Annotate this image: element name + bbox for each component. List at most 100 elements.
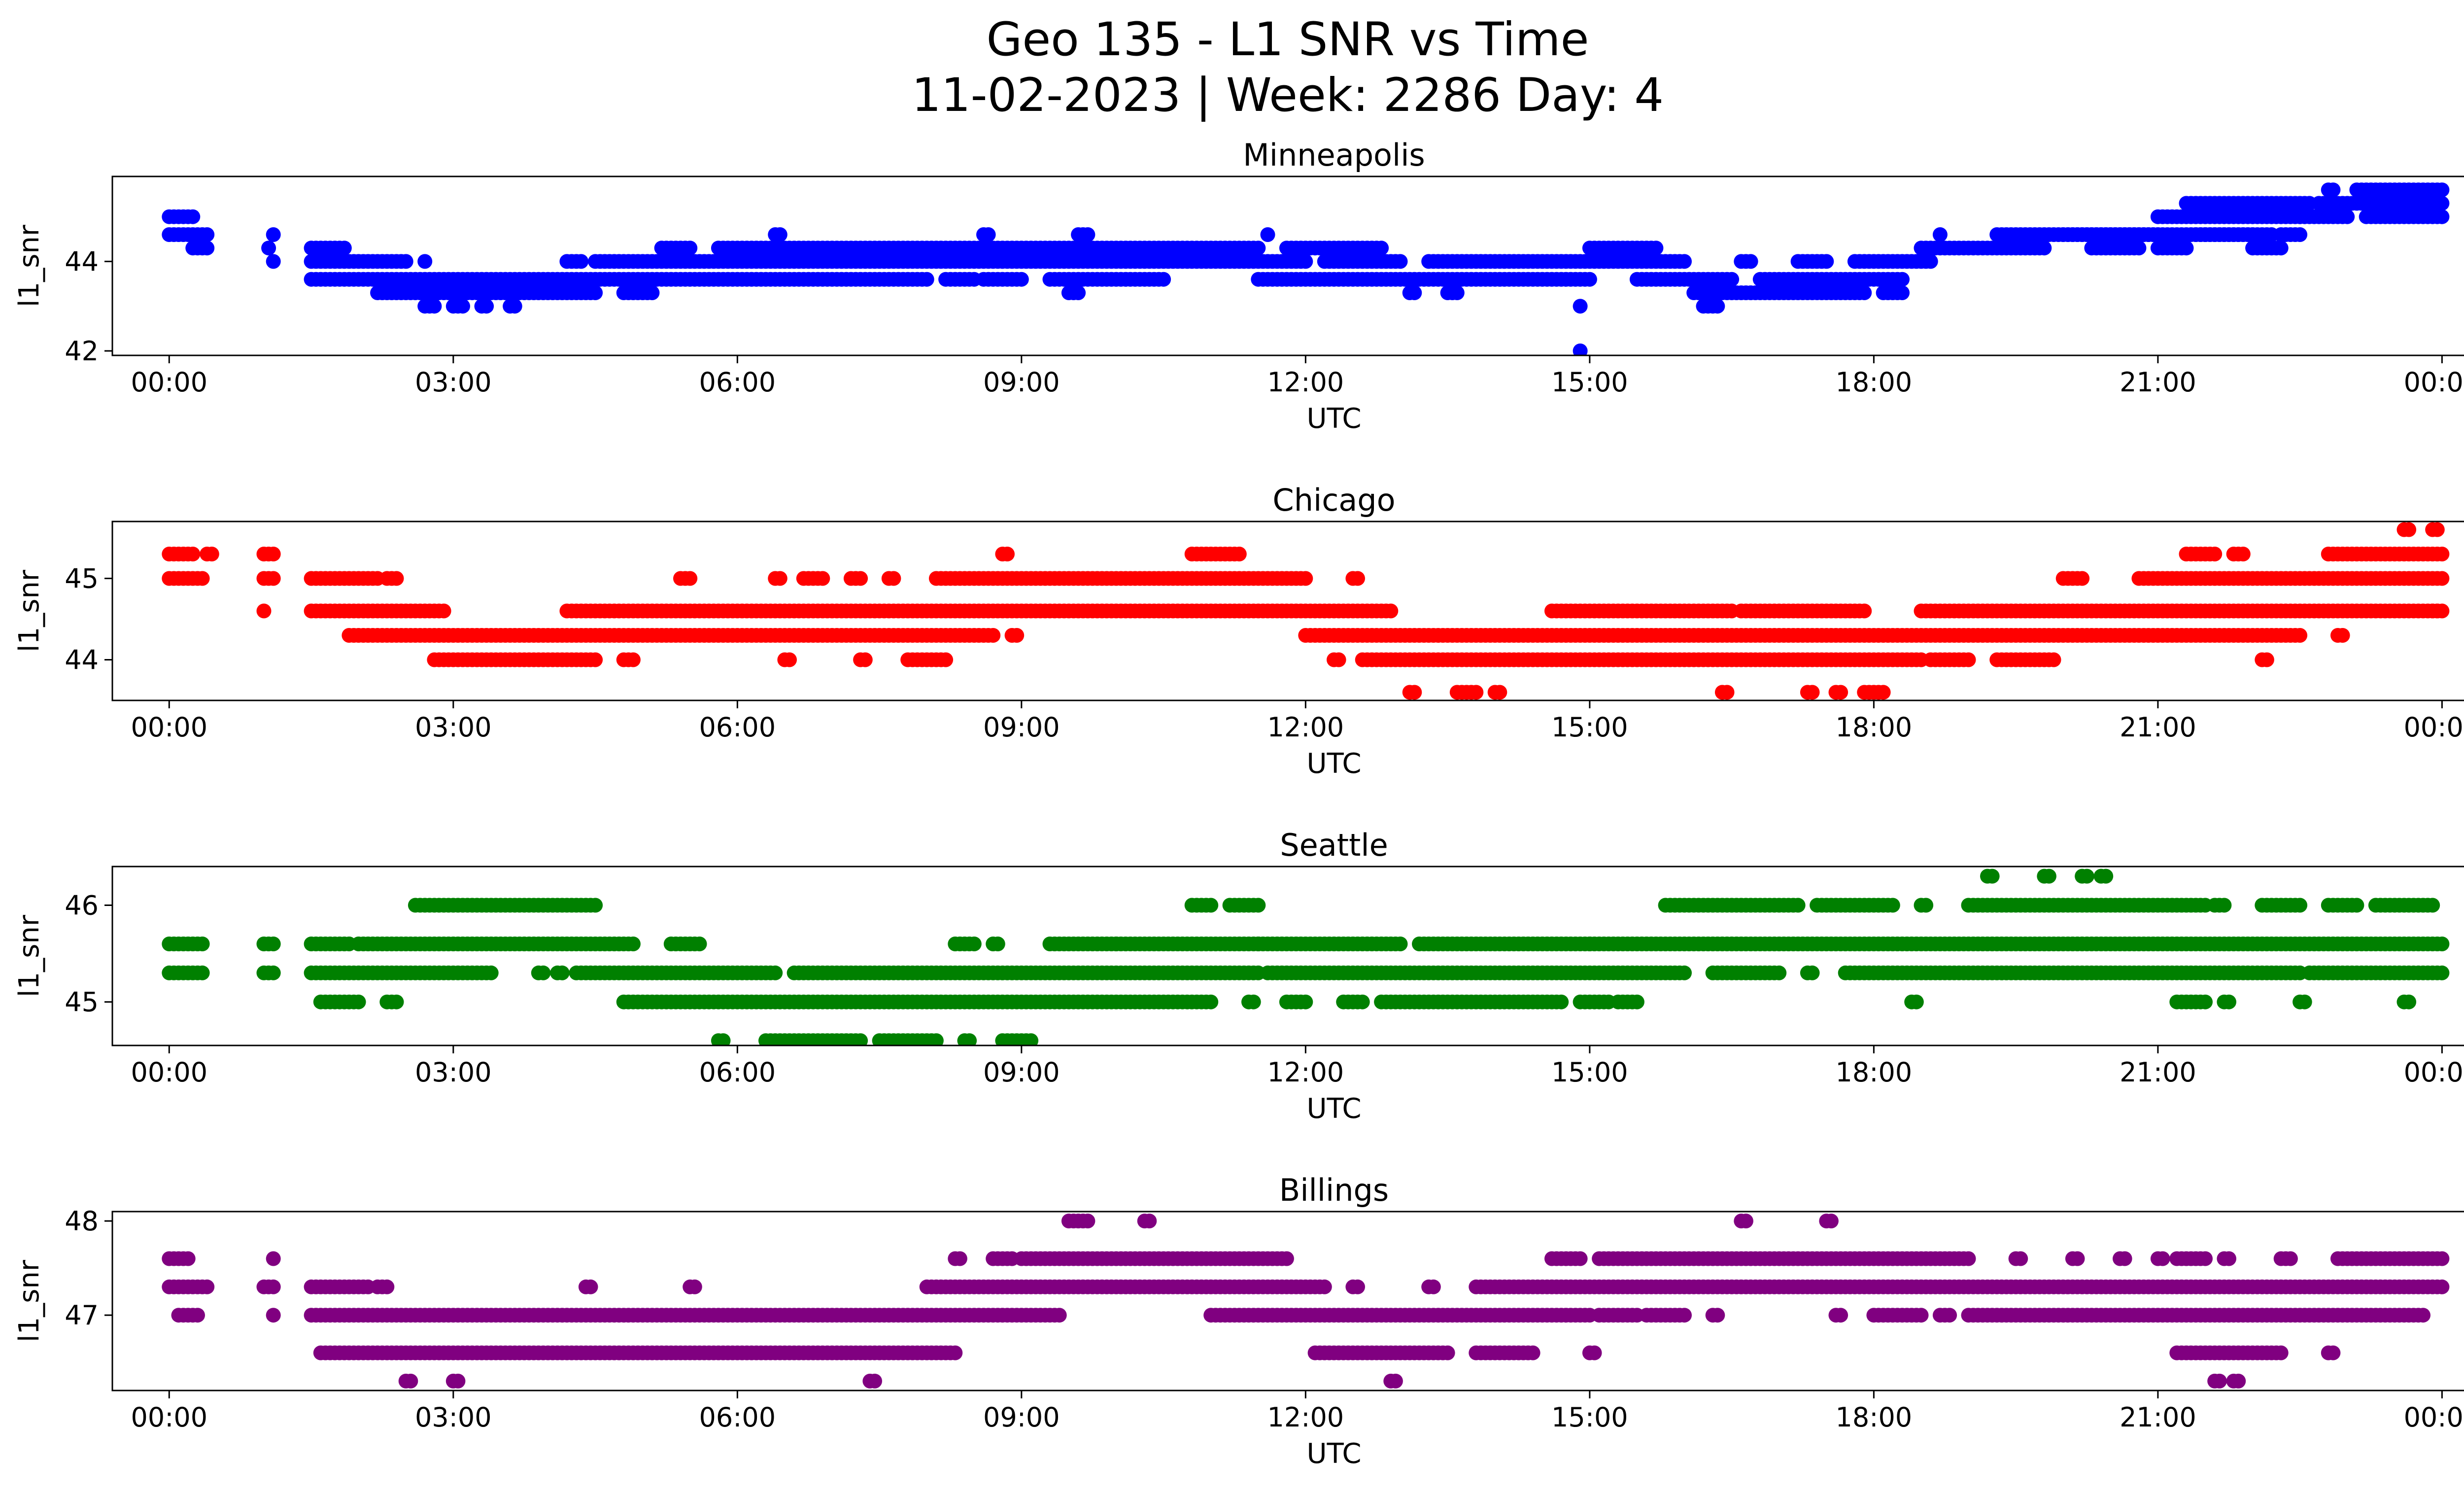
minneapolis-point xyxy=(1932,227,1948,242)
minneapolis-point xyxy=(645,285,660,300)
billings-point xyxy=(1388,1373,1403,1389)
seattle-point xyxy=(962,1033,977,1045)
minneapolis-point xyxy=(1857,285,1872,300)
chicago-point xyxy=(1407,685,1422,700)
minneapolis-x-tick-label: 15:00 xyxy=(1551,367,1628,398)
seattle-point xyxy=(1918,898,1934,913)
chicago-point xyxy=(938,652,954,667)
minneapolis-point xyxy=(2150,227,2165,242)
minneapolis-point xyxy=(1724,272,1740,287)
billings-point xyxy=(1080,1214,1095,1229)
billings-point xyxy=(266,1251,281,1266)
chicago-point xyxy=(1833,685,1848,700)
seattle-x-tick-label: 12:00 xyxy=(1267,1057,1344,1088)
seattle-point xyxy=(2425,898,2440,913)
minneapolis-point xyxy=(427,299,442,314)
billings-point xyxy=(1350,1279,1365,1294)
billings-point xyxy=(190,1308,205,1323)
minneapolis-point xyxy=(1374,241,1389,256)
chicago-point xyxy=(266,547,281,561)
chicago-point xyxy=(1805,685,1820,700)
seattle-point xyxy=(2349,898,2364,913)
seattle-point xyxy=(483,965,499,980)
minneapolis-point xyxy=(1895,272,1910,287)
billings-y-tick-label: 48 xyxy=(65,1206,99,1237)
seattle-point xyxy=(928,1033,944,1045)
minneapolis-point xyxy=(981,227,996,242)
minneapolis-point xyxy=(1573,343,1588,355)
billings-point xyxy=(1317,1279,1332,1294)
minneapolis-x-axis-label: UTC xyxy=(1306,403,1361,435)
chicago-y-tick-label: 45 xyxy=(65,563,99,594)
billings-x-tick-label: 18:00 xyxy=(1836,1402,1913,1433)
chicago-point xyxy=(2434,547,2450,561)
chicago-point xyxy=(436,603,451,619)
minneapolis-point xyxy=(1014,272,1029,287)
seattle-x-tick-label: 21:00 xyxy=(2120,1057,2196,1088)
chicago-point xyxy=(1350,571,1365,586)
seattle-x-tick-label: 15:00 xyxy=(1551,1057,1628,1088)
chicago-point xyxy=(772,571,787,586)
billings-point xyxy=(403,1373,418,1389)
minneapolis-point xyxy=(1298,254,1313,269)
billings-point xyxy=(2326,1345,2341,1360)
seattle-x-tick-label: 03:00 xyxy=(415,1057,492,1088)
seattle-point xyxy=(625,937,641,951)
chicago-point xyxy=(2401,522,2417,537)
seattle-point xyxy=(1298,994,1313,1009)
billings-x-tick-label: 21:00 xyxy=(2120,1402,2196,1433)
seattle-point xyxy=(1203,994,1219,1009)
chicago-x-tick-label: 12:00 xyxy=(1267,712,1344,743)
chicago-point xyxy=(1469,685,1484,700)
chicago-point xyxy=(2235,547,2251,561)
seattle-point xyxy=(1909,994,1924,1009)
seattle-point xyxy=(2079,869,2094,884)
seattle-point xyxy=(389,994,404,1009)
chicago-point xyxy=(1331,652,1346,667)
billings-point xyxy=(1573,1251,1588,1266)
chicago-point xyxy=(986,628,1001,643)
minneapolis-point xyxy=(2179,241,2194,256)
billings-x-tick-label: 03:00 xyxy=(415,1402,492,1433)
billings-point xyxy=(952,1251,967,1266)
chicago-point xyxy=(1298,571,1313,586)
minneapolis-point xyxy=(2131,241,2147,256)
seattle-point xyxy=(716,1033,731,1045)
minneapolis-axes-frame xyxy=(111,175,2464,356)
minneapolis-point xyxy=(266,254,281,269)
minneapolis-point xyxy=(2434,182,2450,198)
minneapolis-x-tick-label: 06:00 xyxy=(699,367,776,398)
billings-x-tick-label: 00:00 xyxy=(131,1402,207,1433)
seattle-point xyxy=(1772,965,1787,980)
chicago-point xyxy=(1383,603,1399,619)
billings-point xyxy=(2070,1251,2085,1266)
minneapolis-point xyxy=(2326,182,2341,198)
billings-point xyxy=(1142,1214,1157,1229)
seattle-point xyxy=(990,937,1005,951)
seattle-point xyxy=(1355,994,1370,1009)
chicago-point xyxy=(857,652,873,667)
chicago-point xyxy=(256,603,272,619)
billings-point xyxy=(1525,1345,1540,1360)
billings-x-tick-label: 15:00 xyxy=(1551,1402,1628,1433)
minneapolis-point xyxy=(1710,299,1725,314)
minneapolis-point xyxy=(266,227,281,242)
minneapolis-point xyxy=(2434,196,2450,211)
chicago-point xyxy=(2293,628,2308,643)
seattle-point xyxy=(768,965,783,980)
chicago-point xyxy=(2335,628,2350,643)
seattle-point xyxy=(266,937,281,951)
seattle-point xyxy=(195,937,210,951)
minneapolis-point xyxy=(1677,254,1692,269)
seattle-point xyxy=(1554,994,1569,1009)
billings-point xyxy=(1677,1308,1692,1323)
minneapolis-point xyxy=(1923,254,1938,269)
minneapolis-point xyxy=(2340,209,2355,224)
billings-point xyxy=(1833,1308,1848,1323)
seattle-point xyxy=(2198,994,2213,1009)
billings-point xyxy=(2212,1373,2227,1389)
billings-point xyxy=(2013,1251,2028,1266)
seattle-points xyxy=(162,869,2450,1045)
